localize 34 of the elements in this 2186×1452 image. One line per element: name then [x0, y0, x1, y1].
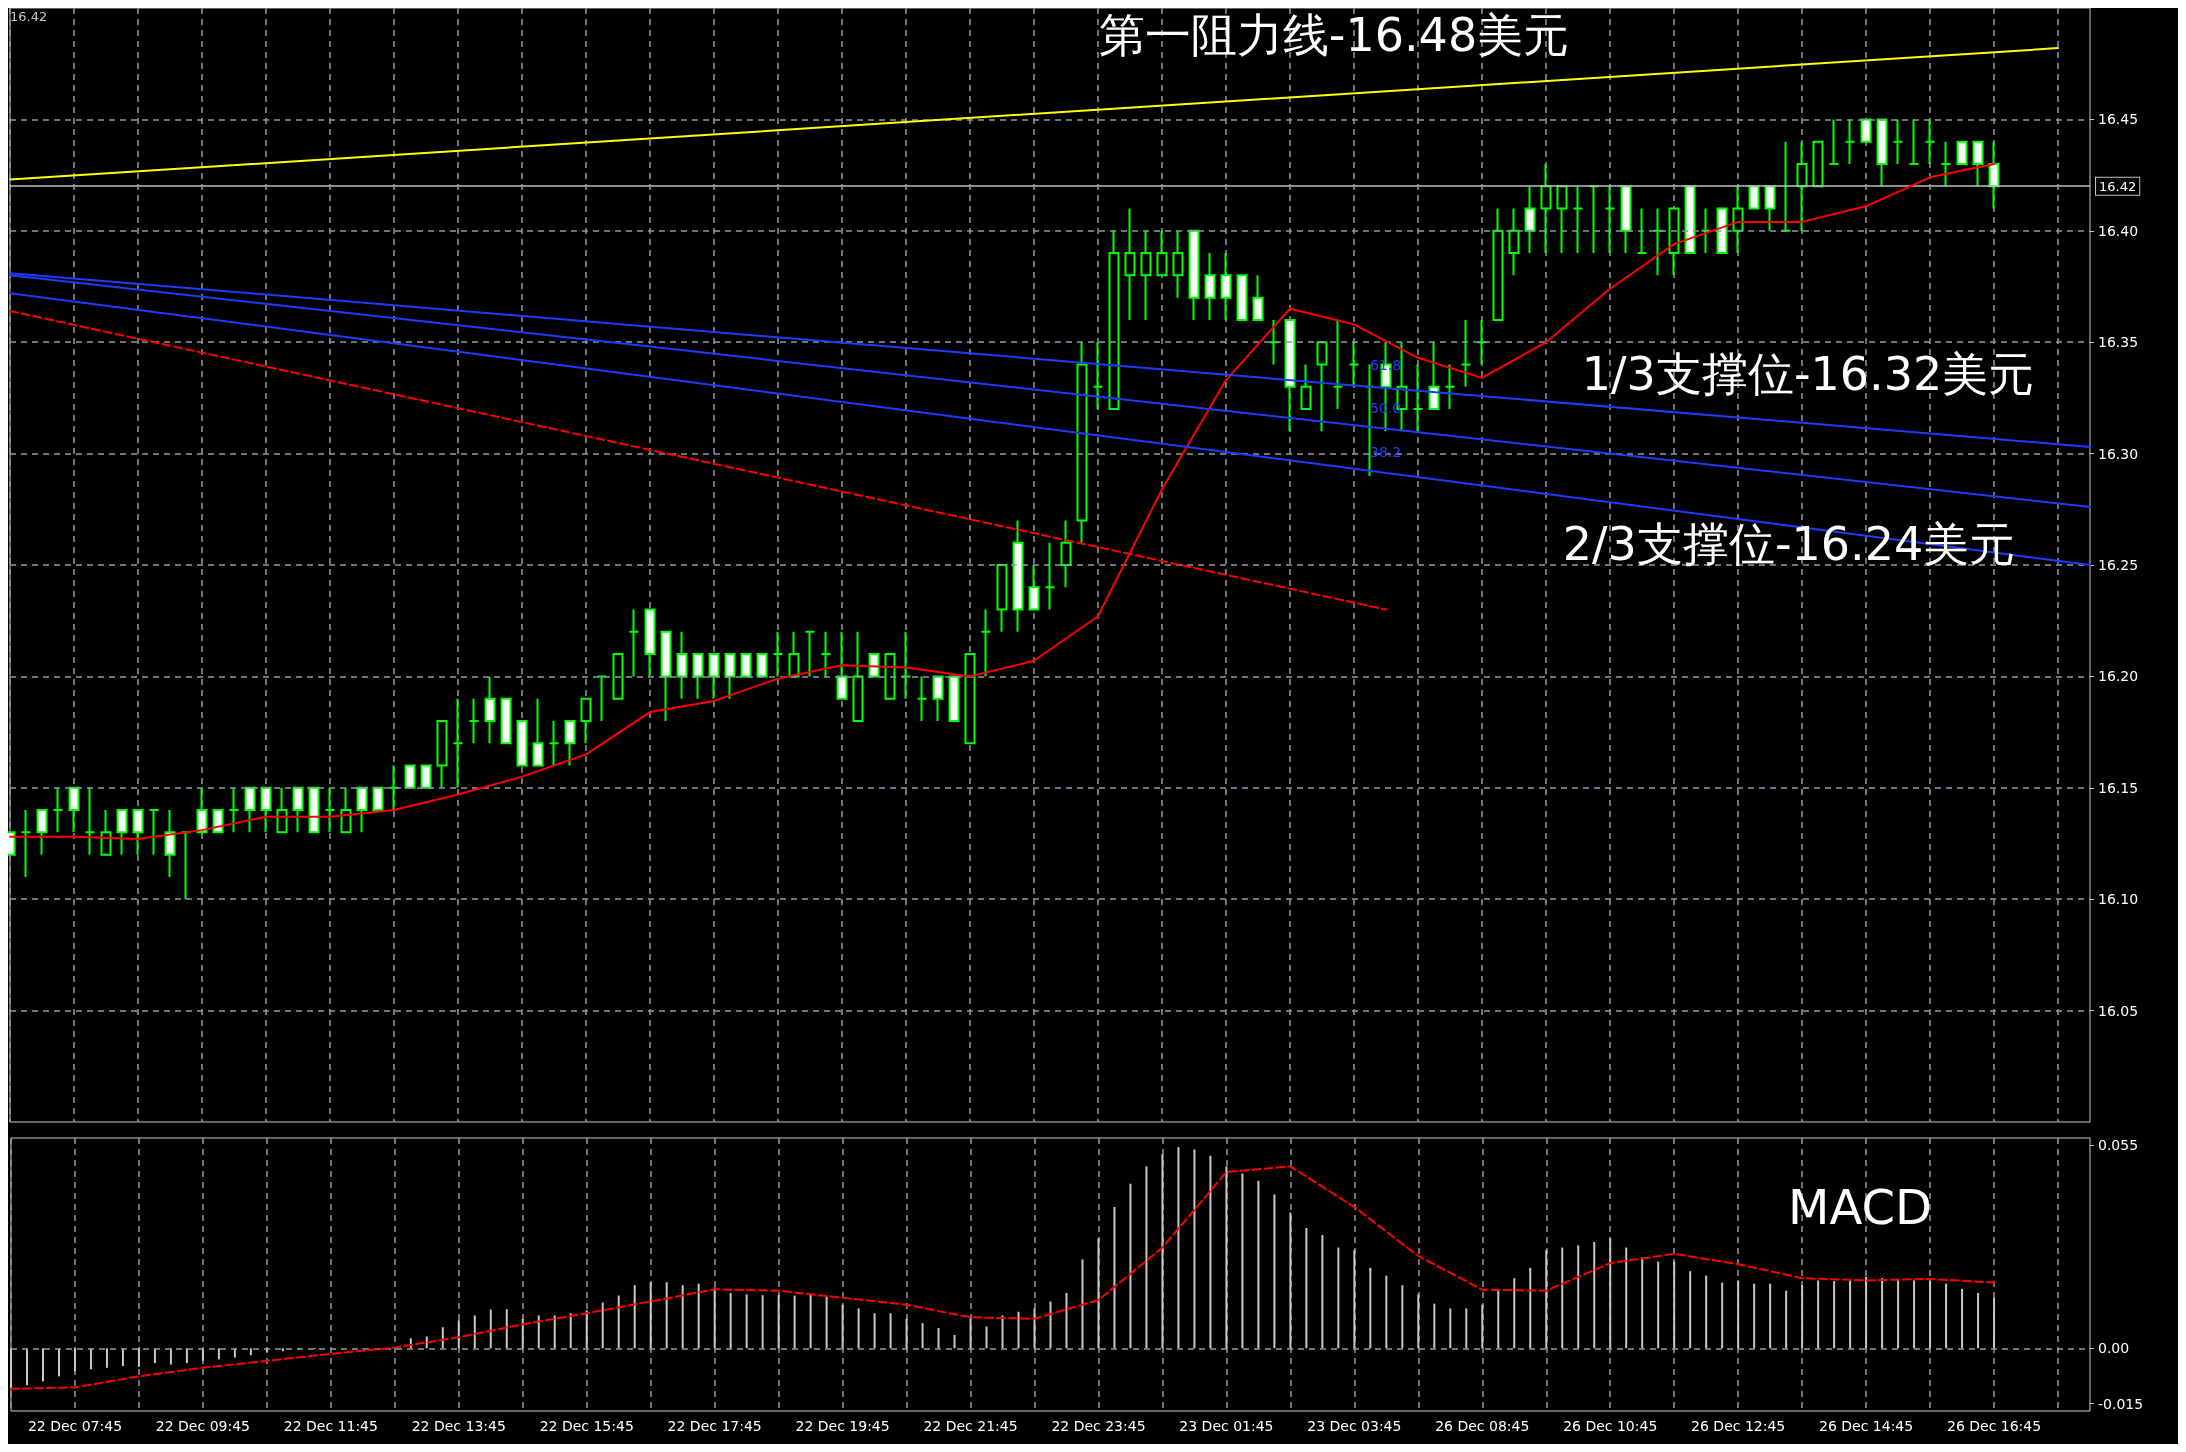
y-tick-label: -0.015 — [2098, 1395, 2144, 1412]
x-tick-label: 22 Dec 23:45 — [1051, 1418, 1146, 1434]
x-tick-label: 22 Dec 17:45 — [667, 1418, 762, 1434]
y-tick-label: 0.055 — [2098, 1137, 2139, 1154]
x-tick-label: 23 Dec 01:45 — [1179, 1418, 1274, 1434]
x-tick-label: 26 Dec 14:45 — [1819, 1418, 1914, 1434]
x-tick-label: 22 Dec 21:45 — [923, 1418, 1018, 1434]
y-tick-label: 16.35 — [2098, 334, 2139, 351]
x-tick-label: 26 Dec 16:45 — [1946, 1418, 2042, 1434]
x-tick-label: 22 Dec 19:45 — [795, 1418, 890, 1434]
x-tick-label: 22 Dec 07:45 — [27, 1418, 123, 1434]
y-tick-label: 0.00 — [2098, 1340, 2130, 1357]
annotation: MACD — [1788, 1179, 1932, 1235]
y-tick-label: 16.40 — [2098, 222, 2139, 239]
annotation: 38.2 — [1370, 444, 1402, 460]
x-tick-label: 22 Dec 09:45 — [155, 1418, 250, 1434]
y-tick-label: 16.05 — [2098, 1002, 2139, 1019]
y-tick-label: 16.45 — [2098, 111, 2139, 128]
x-tick-label: 22 Dec 15:45 — [539, 1418, 634, 1434]
x-tick-label: 23 Dec 03:45 — [1307, 1418, 1402, 1434]
y-tick-label: 16.25 — [2098, 557, 2139, 573]
annotation: 1/3支撑位-16.32美元 — [1581, 347, 2035, 401]
x-tick-label: 26 Dec 12:45 — [1691, 1418, 1786, 1434]
x-tick-label: 26 Dec 08:45 — [1435, 1418, 1530, 1434]
y-tick-label: 16.20 — [2098, 668, 2139, 685]
annotation: 第一阻力线-16.48美元 — [1098, 8, 1570, 62]
x-tick-label: 26 Dec 10:45 — [1563, 1418, 1658, 1434]
y-tick-label: 16.30 — [2098, 445, 2139, 462]
y-tick-label: 16.15 — [2098, 779, 2139, 796]
ref-line-label: 16.42 — [2099, 178, 2137, 194]
x-tick-label: 22 Dec 11:45 — [283, 1418, 378, 1434]
annotation: 16.42 — [10, 9, 48, 24]
y-tick-label: 16.10 — [2098, 891, 2139, 908]
x-tick-label: 22 Dec 13:45 — [411, 1418, 506, 1434]
